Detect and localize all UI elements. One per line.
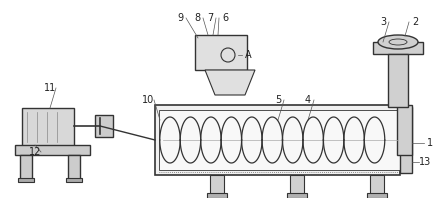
Text: 13: 13 <box>419 157 431 167</box>
Text: 8: 8 <box>194 13 200 23</box>
Bar <box>155 105 400 175</box>
Bar <box>373 42 423 54</box>
Bar <box>20 155 32 180</box>
Bar <box>68 155 80 180</box>
Bar <box>290 175 304 195</box>
Bar <box>397 105 412 155</box>
Text: 3: 3 <box>380 17 386 27</box>
Bar <box>22 108 74 146</box>
Text: 6: 6 <box>222 13 228 23</box>
Bar <box>210 175 224 195</box>
Text: 12: 12 <box>29 147 41 157</box>
Bar <box>15 145 90 155</box>
Bar <box>367 193 387 198</box>
Text: 7: 7 <box>207 13 213 23</box>
Text: 9: 9 <box>177 13 183 23</box>
Polygon shape <box>205 70 255 95</box>
Text: A: A <box>245 50 251 60</box>
Bar <box>287 193 307 198</box>
Text: 5: 5 <box>275 95 281 105</box>
Bar <box>18 178 34 182</box>
Bar <box>95 115 113 137</box>
Bar <box>195 35 247 70</box>
Text: 4: 4 <box>305 95 311 105</box>
Bar <box>370 175 384 195</box>
Text: 11: 11 <box>44 83 56 93</box>
Ellipse shape <box>378 35 418 49</box>
Bar <box>388 54 408 107</box>
Bar <box>159 110 400 170</box>
Text: 1: 1 <box>427 138 433 148</box>
Text: 10: 10 <box>142 95 154 105</box>
Bar <box>66 178 82 182</box>
Text: 2: 2 <box>412 17 418 27</box>
Bar <box>400 107 412 173</box>
Bar <box>207 193 227 198</box>
